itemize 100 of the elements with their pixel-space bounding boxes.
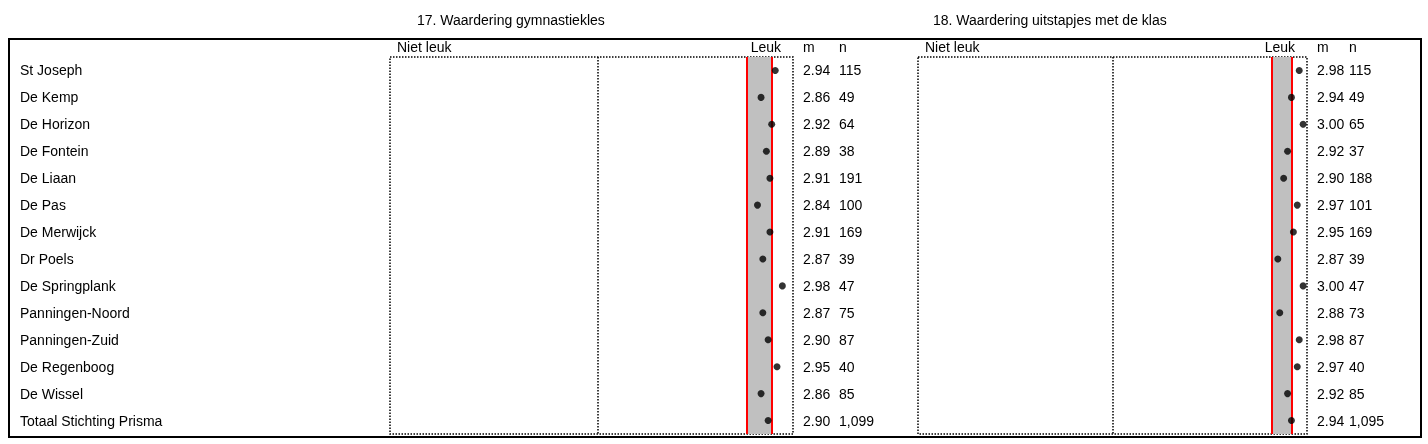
- data-label: 2.98: [803, 277, 831, 294]
- data-label: 101: [1349, 197, 1373, 214]
- point: [1276, 309, 1284, 317]
- text: Niet leuk: [397, 39, 453, 55]
- y-tick-label: De Wissel: [20, 385, 84, 402]
- data-label: 2.87: [803, 304, 831, 321]
- data-label: 64: [839, 116, 855, 133]
- point: [773, 363, 781, 371]
- chart-title: 18. Waardering uitstapjes met de klas: [933, 12, 1167, 28]
- point: [1287, 417, 1295, 425]
- data-label: 87: [839, 331, 855, 348]
- point: [1284, 147, 1292, 155]
- y-tick-label: De Pas: [20, 197, 66, 214]
- point: [778, 282, 786, 290]
- point: [757, 93, 765, 101]
- data-label: 2.94: [803, 62, 831, 79]
- data-label: 2.90: [803, 331, 831, 348]
- data-label: 169: [839, 224, 863, 241]
- y-tick-label: De Kemp: [20, 89, 79, 106]
- point: [1293, 201, 1301, 209]
- point: [759, 309, 767, 317]
- point: [1274, 255, 1282, 263]
- y-tick-label: Totaal Stichting Prisma: [20, 412, 163, 429]
- point: [754, 201, 761, 209]
- data-label: 2.87: [1317, 250, 1345, 267]
- data-label: 2.89: [803, 143, 831, 160]
- text: Niet leuk: [925, 39, 981, 55]
- text: n: [839, 39, 847, 55]
- data-label: 2.94: [1317, 89, 1345, 106]
- data-label: 2.95: [1317, 224, 1345, 241]
- data-label: 38: [839, 143, 855, 160]
- text: Leuk: [1264, 39, 1296, 55]
- point: [1293, 363, 1301, 371]
- point: [1299, 120, 1307, 128]
- y-tick-label: De Horizon: [20, 116, 91, 133]
- data-label: 2.98: [1317, 62, 1345, 79]
- text: Leuk: [750, 39, 782, 55]
- y-tick-label: De Merwijck: [20, 224, 98, 241]
- point: [759, 255, 767, 263]
- y-tick-label: Panningen-Zuid: [20, 331, 119, 348]
- y-tick-label: Panningen-Noord: [20, 304, 130, 321]
- point: [766, 174, 774, 182]
- point: [1295, 66, 1303, 74]
- point: [1280, 174, 1288, 182]
- point: [764, 417, 772, 425]
- y-tick-label: St Joseph: [20, 62, 83, 79]
- y-tick-label: De Fontein: [20, 143, 89, 160]
- data-label: 1,095: [1349, 412, 1385, 429]
- data-label: 2.97: [1317, 358, 1345, 375]
- data-label: 3.00: [1317, 116, 1345, 133]
- data-label: 1,099: [839, 412, 875, 429]
- point: [1299, 282, 1307, 290]
- text: n: [1349, 39, 1357, 55]
- point: [771, 66, 779, 74]
- data-label: 87: [1349, 331, 1365, 348]
- data-label: 2.97: [1317, 197, 1345, 214]
- y-tick-label: De Springplank: [20, 277, 117, 294]
- data-label: 2.95: [803, 358, 831, 375]
- data-label: 2.92: [1317, 385, 1345, 402]
- chart-title: 17. Waardering gymnastiekles: [417, 12, 605, 28]
- data-label: 2.92: [803, 116, 831, 133]
- y-tick-label: Dr Poels: [20, 250, 74, 267]
- data-label: 47: [839, 277, 855, 294]
- data-label: 169: [1349, 224, 1373, 241]
- point: [1295, 336, 1303, 344]
- data-label: 2.91: [803, 170, 831, 187]
- point: [768, 120, 776, 128]
- data-label: 2.91: [803, 224, 831, 241]
- data-label: 2.86: [803, 89, 831, 106]
- y-tick-label: De Liaan: [20, 170, 77, 187]
- data-label: 115: [839, 62, 862, 79]
- text: m: [803, 39, 815, 55]
- data-label: 2.87: [803, 250, 831, 267]
- y-tick-label: De Regenboog: [20, 358, 115, 375]
- data-label: 2.84: [803, 197, 831, 214]
- data-label: 115: [1349, 62, 1372, 79]
- data-label: 47: [1349, 277, 1365, 294]
- data-label: 40: [1349, 358, 1365, 375]
- data-label: 2.88: [1317, 304, 1345, 321]
- data-label: 75: [839, 304, 855, 321]
- data-label: 49: [1349, 89, 1365, 106]
- data-label: 39: [1349, 250, 1365, 267]
- data-label: 85: [1349, 385, 1365, 402]
- data-label: 39: [839, 250, 855, 267]
- data-label: 37: [1349, 143, 1365, 160]
- data-label: 3.00: [1317, 277, 1345, 294]
- data-label: 2.90: [1317, 170, 1345, 187]
- data-label: 40: [839, 358, 855, 375]
- data-label: 2.90: [803, 412, 831, 429]
- point: [762, 147, 770, 155]
- data-label: 191: [839, 170, 863, 187]
- data-label: 65: [1349, 116, 1365, 133]
- data-label: 188: [1349, 170, 1373, 187]
- data-label: 49: [839, 89, 855, 106]
- data-label: 73: [1349, 304, 1365, 321]
- data-label: 2.94: [1317, 412, 1345, 429]
- point: [1284, 390, 1292, 398]
- data-label: 2.86: [803, 385, 831, 402]
- data-label: 2.98: [1317, 331, 1345, 348]
- data-label: 100: [839, 197, 863, 214]
